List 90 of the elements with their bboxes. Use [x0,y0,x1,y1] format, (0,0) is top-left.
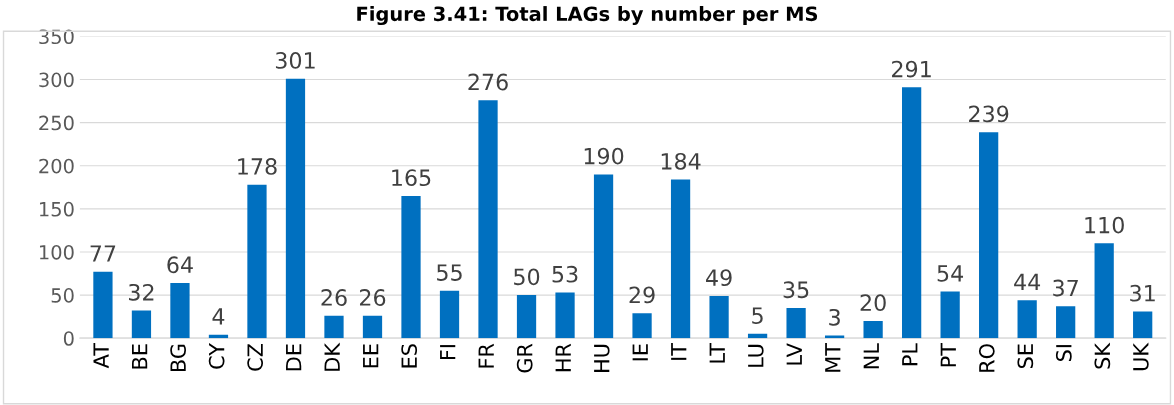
x-tick-label: MT [825,342,841,372]
bar [1133,311,1153,339]
data-label: 3 [829,308,840,326]
data-label: 239 [969,105,1009,123]
x-tick-label: IT [671,342,687,360]
x-tick-label: GR [516,343,533,373]
bar [439,290,460,339]
data-label: 50 [514,268,540,286]
x-tick-label: DK [324,342,340,371]
bar [170,283,190,339]
bar [285,78,306,339]
data-label: 54 [937,265,964,282]
data-label: 276 [468,73,508,91]
x-tick-label: SE [1017,344,1034,369]
bar [863,320,883,339]
data-label: 184 [661,152,701,170]
x-tick-label: HR [555,343,571,372]
bar [401,195,421,339]
data-label: 37 [1053,279,1078,297]
bar [979,132,999,339]
data-label: 5 [752,307,763,324]
bar [478,100,498,339]
bar [632,313,652,339]
x-tick-label: AT [93,342,109,369]
x-tick-label: BE [132,344,148,369]
x-tick-label: UK [1133,342,1149,371]
y-tick-label: 300 [39,72,74,88]
data-label: 44 [1014,273,1041,291]
bar [593,174,614,339]
bar [902,87,922,339]
x-tick-label: SI [1055,345,1072,362]
x-tick-label: DE [286,344,302,371]
y-tick-label: 50 [51,288,74,303]
data-label: 20 [860,294,886,312]
data-label: 26 [359,289,386,306]
x-tick-label: FR [478,343,494,368]
data-label: 35 [783,281,809,299]
bar [709,295,729,339]
x-tick-label: LV [786,343,802,365]
bar [362,315,383,339]
bar [324,315,344,339]
y-tick-label: 250 [39,115,74,131]
data-label: 31 [1130,284,1155,302]
x-tick-label: HU [594,344,610,372]
x-tick-label: CY [208,342,225,369]
bar [247,184,267,339]
data-label: 178 [238,158,277,175]
data-label: 55 [437,264,462,281]
bar [747,333,768,339]
y-tick-label: 200 [39,158,74,174]
bar [131,310,152,339]
bar [1017,300,1037,339]
data-label: 26 [321,289,347,306]
bar [670,179,691,339]
x-tick-label: ES [401,344,418,368]
x-tick-label: BG [170,344,186,372]
chart-title: Figure 3.41: Total LAGs by number per MS [357,6,818,26]
bar [93,271,113,339]
bar [555,292,575,339]
data-label: 77 [90,245,116,262]
x-tick-label: FI [440,345,456,360]
x-tick-label: EE [363,344,379,368]
y-tick-label: 100 [39,244,74,260]
x-tick-label: CZ [247,343,264,371]
data-label: 110 [1085,216,1124,234]
y-tick-label: 150 [39,201,74,217]
bar [1056,306,1076,339]
x-tick-label: IE [632,344,648,361]
data-label: 32 [129,283,154,301]
bar [516,295,537,339]
data-label: 291 [892,60,931,78]
bar [786,308,806,339]
data-label: 165 [392,169,431,187]
x-tick-label: LT [709,342,725,363]
bar [1094,243,1114,339]
x-tick-label: SK [1094,342,1111,369]
data-label: 190 [584,147,624,165]
x-tick-label: PT [940,342,956,367]
data-label: 53 [552,265,578,283]
data-label: 49 [706,269,732,287]
x-tick-label: RO [978,344,995,372]
y-tick-label: 0 [63,331,74,346]
data-label: 29 [629,286,655,304]
data-label: 301 [275,52,315,69]
bar [940,291,960,339]
x-tick-label: PL [902,343,918,366]
data-label: 64 [167,256,193,274]
data-label: 4 [212,308,225,325]
x-tick-label: LU [748,344,764,367]
x-tick-label: NL [863,343,879,369]
